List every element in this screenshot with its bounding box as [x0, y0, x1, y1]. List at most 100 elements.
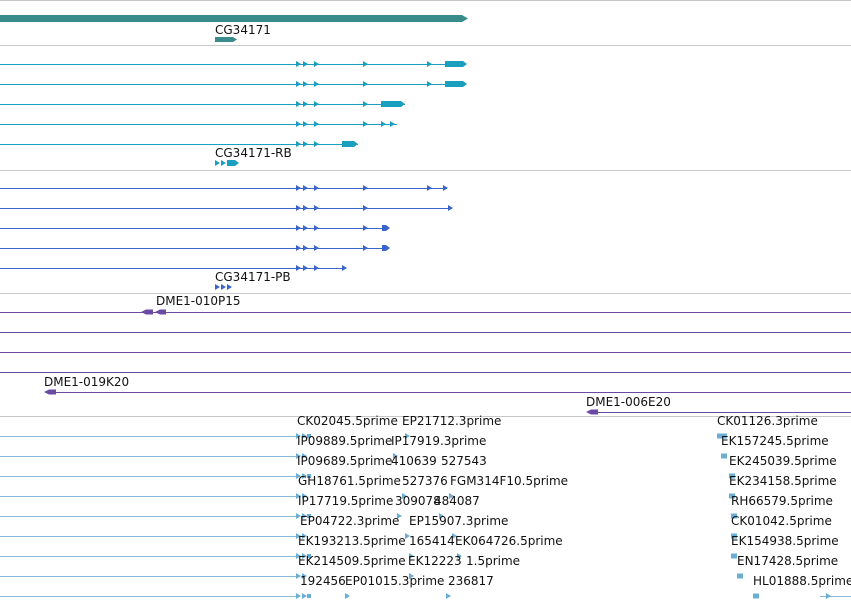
exon-block	[445, 61, 463, 67]
gene-label[interactable]: CG34171	[215, 23, 271, 37]
est-label[interactable]: CK01042.5prime	[731, 514, 832, 528]
est-arrow	[409, 573, 414, 579]
est-label[interactable]: 236817	[448, 574, 494, 588]
exon-arrow	[303, 245, 308, 251]
est-arrow	[302, 593, 307, 599]
est-label[interactable]: 192456	[300, 574, 346, 588]
exon-arrow	[296, 141, 301, 147]
est-arrow	[446, 593, 451, 599]
est-block	[737, 573, 743, 579]
est-arrow	[452, 533, 457, 539]
est-arrow	[405, 533, 410, 539]
transcript-label-pb[interactable]: CG34171-PB	[215, 270, 291, 284]
exon-arrow	[363, 121, 368, 127]
exon-arrow	[296, 121, 301, 127]
rb-glyph-block	[227, 160, 235, 166]
clone-label-019k20[interactable]: DME1-019K20	[44, 375, 129, 389]
exon-arrow	[296, 205, 301, 211]
est-label[interactable]: EN17428.5prime	[737, 554, 838, 568]
clone-label-010p15[interactable]: DME1-010P15	[156, 294, 241, 308]
est-block	[731, 513, 737, 519]
rb-glyph-block-tip	[235, 160, 239, 166]
clone-track: DME1-010P15 DME1-019K20 DME1-006E20	[0, 294, 851, 415]
exon-arrow	[363, 185, 368, 191]
est-block	[307, 514, 311, 518]
est-label[interactable]: 1.5prime	[466, 554, 520, 568]
est-label[interactable]: IP17919.3prime	[391, 434, 486, 448]
est-arrow	[439, 513, 444, 519]
est-label[interactable]: EK214509.5prime	[298, 554, 406, 568]
est-label[interactable]: GH18761.5prime	[298, 474, 401, 488]
est-arrow	[402, 493, 407, 499]
exon-arrow	[363, 245, 368, 251]
est-label[interactable]: EP04722.3prime	[300, 514, 399, 528]
exon-arrow	[314, 121, 319, 127]
exon-arrow	[363, 61, 368, 67]
est-arrow	[826, 593, 831, 599]
est-label[interactable]: EK193213.5prime	[298, 534, 406, 548]
clone-marker-019k20	[44, 389, 56, 395]
est-label[interactable]: 527543	[441, 454, 487, 468]
exon-arrow	[303, 61, 308, 67]
est-label[interactable]: IP17719.5prime	[298, 494, 393, 508]
est-arrow	[409, 553, 414, 559]
exon-arrow	[314, 225, 319, 231]
clone-marker-006e20	[586, 409, 598, 415]
est-block	[717, 433, 727, 439]
exon-arrow	[381, 121, 386, 127]
exon-arrow	[296, 61, 301, 67]
est-label[interactable]: HL01888.5prime	[753, 574, 851, 588]
gene-glyph-arrow	[233, 37, 237, 42]
exon-arrow	[314, 245, 319, 251]
est-arrow	[296, 573, 301, 579]
est-label[interactable]: EK154938.5prime	[731, 534, 839, 548]
est-arrow	[457, 553, 462, 559]
est-label[interactable]: EP21712.3prime	[402, 414, 501, 428]
est-label[interactable]: IP09689.5prime	[297, 454, 392, 468]
est-label[interactable]: IP09889.5prime	[297, 434, 392, 448]
est-label[interactable]: EK157245.5prime	[721, 434, 829, 448]
est-block	[729, 493, 735, 499]
exon-arrow	[314, 101, 319, 107]
est-label[interactable]: EK064726.5prime	[455, 534, 563, 548]
est-arrow	[296, 593, 301, 599]
exon-arrow	[303, 225, 308, 231]
transcript-label-rb[interactable]: CG34171-RB	[215, 146, 292, 160]
pb-glyph-arrow	[227, 284, 232, 290]
est-label[interactable]: EK12223	[408, 554, 462, 568]
exon-block-tip	[463, 81, 467, 87]
exon-arrow	[448, 205, 453, 211]
est-label[interactable]: EP15907.3prime	[409, 514, 508, 528]
transcript-track-pb	[0, 185, 453, 290]
est-arrow	[302, 573, 307, 579]
transcript-track-rb	[0, 61, 467, 166]
est-label[interactable]: EK245039.5prime	[729, 454, 837, 468]
exon-block-tip	[386, 245, 390, 251]
est-block	[307, 554, 311, 558]
gene-bar[interactable]	[0, 15, 462, 22]
est-label[interactable]: 527376	[402, 474, 448, 488]
clone-label-006e20[interactable]: DME1-006E20	[586, 395, 671, 409]
pb-glyph-arrow	[215, 284, 220, 290]
exon-arrow	[363, 101, 368, 107]
est-label[interactable]: 484087	[434, 494, 480, 508]
exon-block-tip	[386, 225, 390, 231]
est-label[interactable]: EK234158.5prime	[729, 474, 837, 488]
est-label[interactable]: 165414	[409, 534, 455, 548]
est-label[interactable]: CK01126.3prime	[717, 414, 818, 428]
est-label[interactable]: 410639	[391, 454, 437, 468]
est-label[interactable]: RH66579.5prime	[731, 494, 833, 508]
est-block	[753, 593, 759, 599]
est-label[interactable]: FGM314F10.5prime	[450, 474, 568, 488]
est-arrow	[302, 433, 307, 439]
est-arrow	[449, 493, 454, 499]
est-label[interactable]: EP01015.3prime	[345, 574, 444, 588]
est-arrow	[296, 473, 301, 479]
exon-arrow	[363, 205, 368, 211]
exon-block	[445, 81, 463, 87]
exon-arrow	[303, 101, 308, 107]
est-label[interactable]: 309078	[395, 494, 441, 508]
est-label[interactable]: CK02045.5prime	[297, 414, 398, 428]
exon-arrow	[303, 121, 308, 127]
gene-glyph	[215, 37, 233, 42]
